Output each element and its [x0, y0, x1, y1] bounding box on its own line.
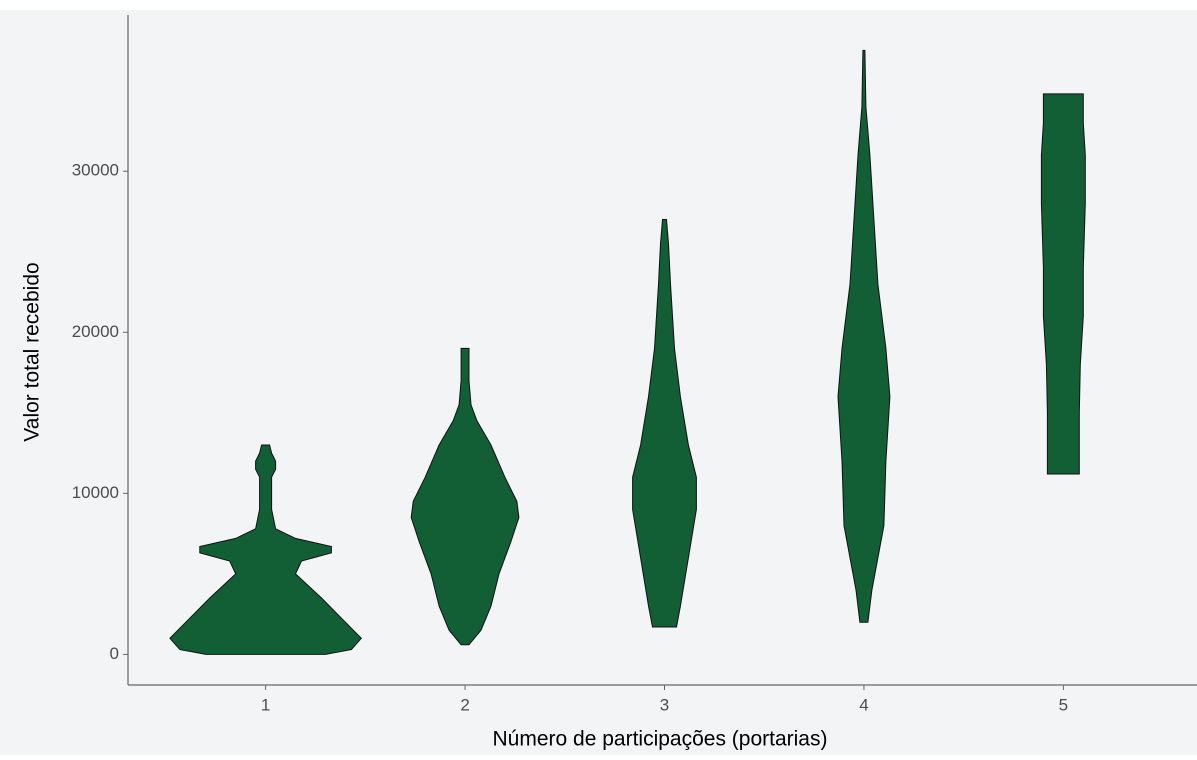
violin	[169, 444, 362, 655]
y-tick-label: 30000	[72, 161, 119, 180]
y-tick-label: 10000	[72, 483, 119, 502]
x-tick-label: 5	[1059, 695, 1068, 714]
violin	[410, 347, 520, 646]
violin	[837, 49, 891, 623]
y-axis-title: Valor total recebido	[21, 262, 44, 441]
x-tick-label: 4	[859, 695, 868, 714]
violin	[1040, 93, 1086, 475]
x-tick-label: 2	[460, 695, 469, 714]
x-tick-label: 1	[261, 695, 270, 714]
x-tick-label: 3	[660, 695, 669, 714]
x-axis-title: Número de participações (portarias)	[493, 728, 828, 751]
violin	[632, 219, 697, 628]
y-tick-label: 20000	[72, 322, 119, 341]
y-tick-label: 0	[110, 644, 119, 663]
